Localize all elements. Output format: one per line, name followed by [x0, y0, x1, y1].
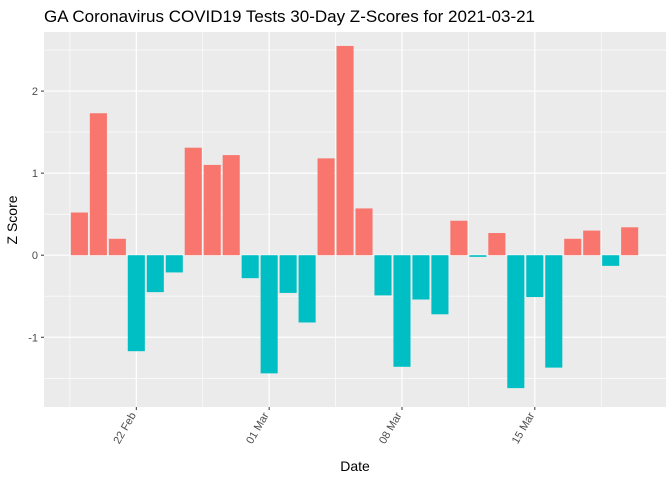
bar-2021-03-20: 2021-03-20: 0.34: [621, 227, 639, 256]
bar-2021-03-07: 2021-03-07: -0.49: [374, 255, 392, 296]
bar-2021-03-09: 2021-03-09: -0.54: [412, 255, 430, 300]
bar-2021-02-22: 2021-02-22: -1.17: [127, 255, 145, 352]
bar-2021-02-20: 2021-02-20: 1.73: [89, 113, 107, 256]
x-axis-title: Date: [340, 458, 370, 474]
bar-2021-02-21: 2021-02-21: 0.2: [108, 238, 126, 256]
bar-2021-03-19: 2021-03-19: -0.13: [602, 255, 620, 266]
chart-title: GA Coronavirus COVID19 Tests 30-Day Z-Sc…: [44, 7, 535, 26]
bar-2021-03-03: 2021-03-03: -0.82: [298, 255, 316, 323]
y-tick-label: 2: [32, 86, 38, 98]
y-tick-label: 0: [32, 250, 38, 262]
grid-lines: [44, 32, 666, 407]
bar-2021-02-19: 2021-02-19: 0.52: [70, 212, 88, 256]
bar-2021-03-06: 2021-03-06: 0.57: [355, 208, 373, 256]
bar-2021-02-26: 2021-02-26: 1.1: [203, 164, 221, 256]
bar-2021-03-05: 2021-03-05: 2.55: [336, 45, 354, 256]
bars: 2021-02-19: 0.522021-02-20: 1.732021-02-…: [70, 45, 639, 389]
bar-2021-03-18: 2021-03-18: 0.3: [583, 230, 601, 256]
bar-2021-03-17: 2021-03-17: 0.2: [564, 238, 582, 256]
bar-2021-03-12: 2021-03-12: -0.02: [469, 255, 487, 257]
plot-panel: [44, 32, 666, 407]
y-tick-label: 1: [32, 168, 38, 180]
bar-2021-02-28: 2021-02-28: -0.28: [241, 255, 259, 279]
bar-2021-03-11: 2021-03-11: 0.42: [450, 220, 468, 256]
x-tick-label: 22 Feb: [111, 411, 139, 447]
y-axis-title: Z Score: [4, 195, 20, 244]
bar-2021-02-24: 2021-02-24: -0.21: [165, 255, 183, 273]
bar-2021-02-23: 2021-02-23: -0.45: [146, 255, 164, 293]
bar-2021-02-25: 2021-02-25: 1.31: [184, 147, 202, 256]
x-tick-label: 08 Mar: [377, 410, 405, 446]
bar-2021-03-08: 2021-03-08: -1.36: [393, 255, 411, 367]
x-tick-label: 01 Mar: [244, 410, 272, 446]
bar-2021-03-10: 2021-03-10: -0.72: [431, 255, 449, 315]
bar-2021-03-13: 2021-03-13: 0.27: [488, 233, 506, 256]
bar-2021-03-14: 2021-03-14: -1.62: [507, 255, 525, 389]
bar-2021-03-04: 2021-03-04: 1.18: [317, 158, 335, 256]
y-tick-label: -1: [28, 332, 38, 344]
x-tick-label: 15 Mar: [510, 410, 538, 446]
bar-2021-03-01: 2021-03-01: -1.44: [260, 255, 278, 374]
bar-2021-03-16: 2021-03-16: -1.37: [545, 255, 563, 368]
bar-2021-03-15: 2021-03-15: -0.51: [526, 255, 544, 298]
bar-2021-02-27: 2021-02-27: 1.22: [222, 155, 240, 256]
bar-2021-03-02: 2021-03-02: -0.46: [279, 255, 297, 293]
